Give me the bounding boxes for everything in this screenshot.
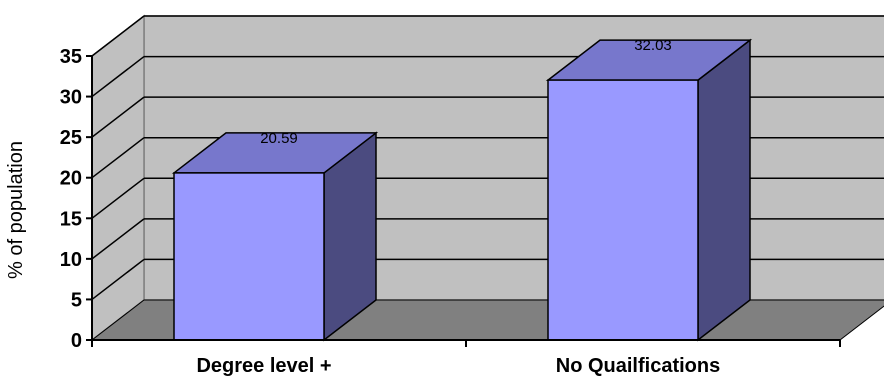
bar-side <box>697 38 751 342</box>
bar <box>545 38 753 342</box>
side-wall <box>91 14 145 342</box>
gridline-depth <box>91 96 145 138</box>
gridline-depth <box>91 258 145 301</box>
y-tick-label: 35 <box>60 46 82 68</box>
gridline-depth <box>91 137 145 179</box>
gridline-depth <box>91 218 145 260</box>
category-label: No Quailfications <box>556 355 720 376</box>
y-tick-label: 25 <box>60 127 82 149</box>
category-label: Degree level + <box>196 355 331 376</box>
y-axis-title: % of population <box>5 141 27 279</box>
y-tick-label: 0 <box>71 330 82 352</box>
data-labels: 20.59 32.03 <box>260 37 672 147</box>
bar-front <box>173 172 325 341</box>
data-label: 32.03 <box>634 37 672 54</box>
bars <box>171 38 753 342</box>
y-tick-label: 20 <box>60 168 82 190</box>
gridline-depth <box>91 15 145 57</box>
data-label: 20.59 <box>260 130 298 147</box>
y-tick-label: 10 <box>60 249 82 271</box>
gridline-depth <box>91 55 145 98</box>
axes <box>86 55 841 347</box>
y-tick-labels: 0 5 10 15 20 25 30 35 <box>60 46 82 352</box>
y-tick-label: 15 <box>60 208 82 230</box>
y-tick-label: 5 <box>71 289 82 311</box>
gridline-depth <box>91 177 145 219</box>
bar <box>171 131 379 342</box>
y-tick-label: 30 <box>60 87 82 109</box>
category-labels: Degree level + No Quailfications <box>196 355 720 376</box>
bar-front <box>547 79 699 341</box>
